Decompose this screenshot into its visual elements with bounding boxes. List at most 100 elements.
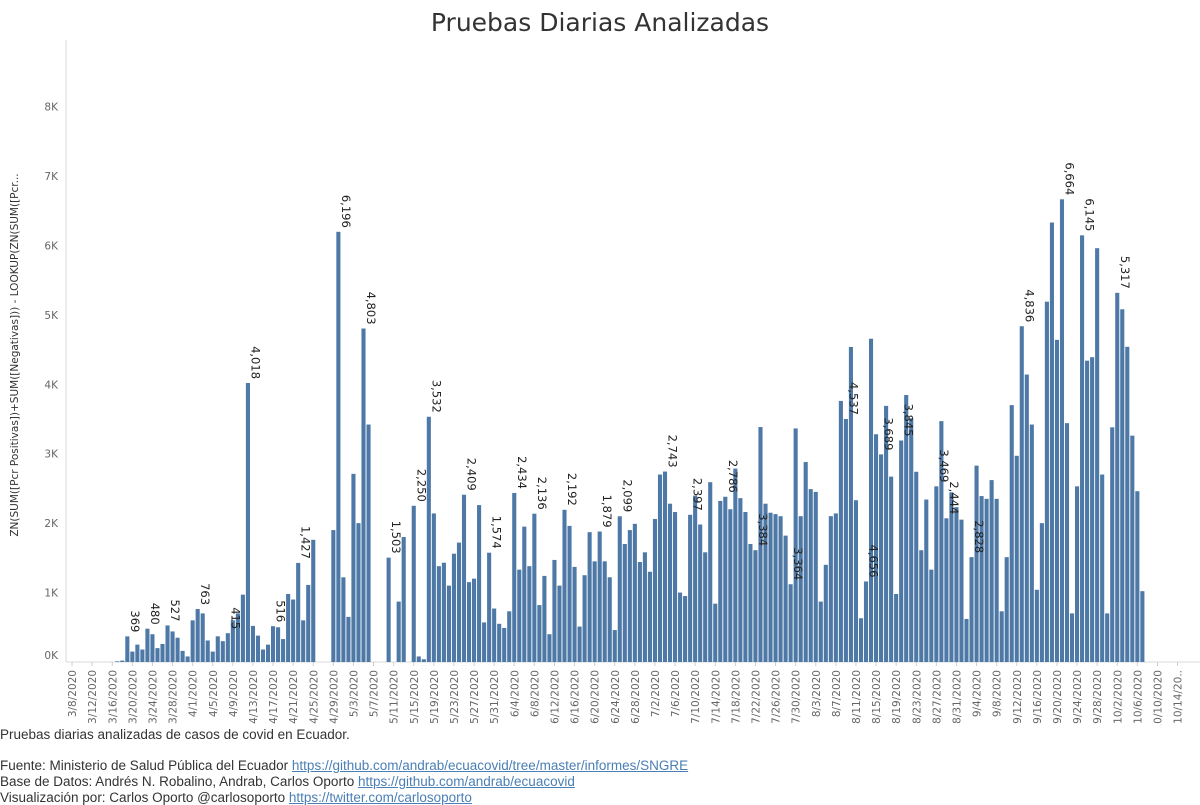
bar: [803, 462, 808, 662]
bar: [683, 596, 688, 662]
footer-visualization: Visualización por: Carlos Oporto @carlos…: [0, 790, 472, 805]
bar: [768, 512, 773, 662]
bar: [165, 625, 170, 662]
data-label: 3,384: [756, 513, 770, 546]
x-tick-label: 3/20/2020: [127, 670, 139, 724]
bar: [577, 626, 582, 662]
description-text: Pruebas diarias analizadas de casos de c…: [0, 727, 350, 742]
bar: [602, 561, 607, 662]
bar: [929, 569, 934, 662]
bar: [874, 434, 879, 662]
bar: [718, 500, 723, 662]
bar: [1140, 591, 1145, 662]
data-label: 2,828: [972, 520, 986, 553]
x-tick-label: 6/20/2020: [590, 670, 602, 724]
bar: [889, 476, 894, 662]
x-tick-label: 10/14/20..: [1173, 670, 1185, 724]
x-tick-label: 3/12/2020: [87, 670, 99, 724]
x-tick-label: 7/26/2020: [771, 670, 783, 724]
y-tick-label: 5K: [44, 310, 59, 322]
data-label: 480: [148, 603, 162, 625]
bar: [597, 531, 602, 662]
bar: [969, 557, 974, 662]
bar: [868, 338, 874, 662]
x-tick-label: 9/28/2020: [1092, 670, 1104, 724]
x-tick-label: 10/6/2020: [1132, 670, 1144, 724]
bar: [225, 633, 230, 662]
bar: [939, 421, 944, 662]
bar: [451, 553, 456, 662]
x-tick-label: 6/4/2020: [509, 670, 521, 717]
bar: [527, 566, 532, 662]
bar: [431, 513, 436, 662]
database-link[interactable]: https://github.com/andrab/ecuacovid: [357, 774, 575, 789]
x-tick-label: 6/16/2020: [570, 670, 582, 724]
bar: [1069, 613, 1075, 662]
bar: [728, 509, 733, 662]
bar: [678, 592, 683, 662]
bar: [657, 474, 663, 662]
bar: [949, 492, 954, 662]
x-tick-label: 4/9/2020: [228, 670, 240, 717]
source-link[interactable]: https://github.com/andrab/ecuacovid/tree…: [291, 758, 689, 773]
bar: [175, 637, 180, 662]
bar: [250, 625, 255, 662]
bar: [1054, 339, 1059, 662]
bar: [863, 581, 869, 662]
bar: [708, 482, 713, 662]
bar: [145, 628, 150, 662]
bar: [155, 648, 160, 662]
bar: [662, 471, 668, 662]
y-tick-label: 7K: [44, 171, 59, 183]
bar: [954, 507, 959, 662]
bar: [848, 346, 853, 662]
bar: [351, 473, 356, 662]
bar: [361, 328, 366, 662]
x-tick-label: 7/14/2020: [710, 670, 722, 724]
bar: [1059, 199, 1065, 662]
data-label: 516: [274, 600, 288, 622]
bar: [1115, 292, 1120, 662]
bar: [190, 620, 195, 662]
x-tick-label: 7/6/2020: [670, 670, 682, 717]
bar: [959, 519, 964, 662]
bar: [502, 627, 507, 662]
bar: [989, 480, 994, 662]
bar: [753, 550, 758, 662]
bar: [1009, 405, 1014, 662]
bar: [738, 498, 743, 662]
bar: [627, 530, 632, 662]
x-tick-label: 5/31/2020: [489, 670, 501, 724]
data-label: 5,317: [1118, 256, 1132, 289]
bar: [301, 620, 306, 662]
bar: [281, 639, 286, 662]
bar: [914, 471, 919, 662]
bar: [331, 530, 336, 662]
bar: [758, 427, 763, 662]
viz-link[interactable]: https://twitter.com/carlosoporto: [288, 790, 472, 805]
bar: [999, 611, 1004, 662]
bar: [441, 562, 446, 662]
x-tick-label: 4/25/2020: [308, 670, 320, 724]
bar: [235, 613, 240, 662]
bar: [240, 594, 245, 662]
bar: [1105, 613, 1110, 662]
bar: [492, 608, 497, 662]
data-label: 2,397: [691, 478, 705, 511]
bar: [386, 557, 391, 662]
bar: [838, 400, 843, 662]
bar: [1135, 491, 1140, 662]
bar: [552, 559, 557, 662]
bar: [336, 231, 341, 663]
x-tick-label: 8/27/2020: [931, 670, 943, 724]
x-tick-label: 4/5/2020: [208, 670, 220, 717]
bar: [713, 603, 718, 662]
bar: [1044, 301, 1049, 662]
bar: [793, 428, 798, 662]
x-tick-label: 7/22/2020: [750, 670, 762, 724]
x-tick-label: 3/8/2020: [67, 670, 79, 717]
bar: [899, 440, 904, 662]
data-label: 4,537: [846, 382, 860, 415]
data-label: 2,786: [726, 460, 740, 493]
y-tick-label: 4K: [44, 379, 59, 391]
